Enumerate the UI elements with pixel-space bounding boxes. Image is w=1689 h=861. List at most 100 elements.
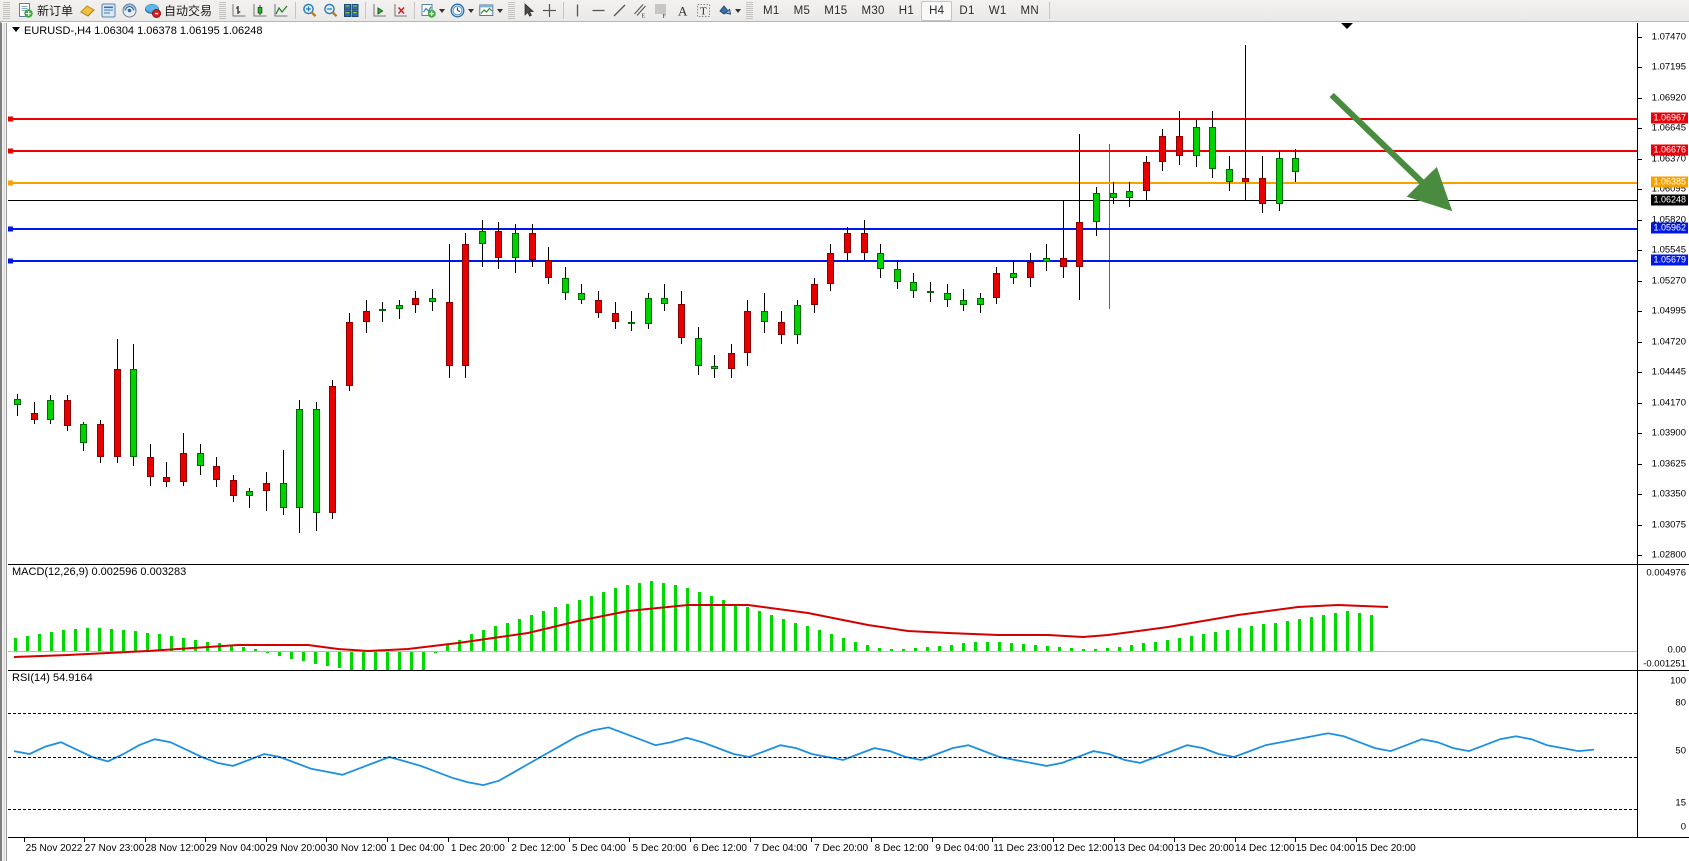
- time-axis-tick: [1355, 838, 1357, 842]
- macd-series: [8, 565, 1637, 684]
- level-anchor-resistance-2[interactable]: [8, 116, 13, 122]
- zoom-out-button[interactable]: [320, 1, 341, 21]
- signals-icon: [121, 2, 138, 19]
- toolbar-grip-charttypes[interactable]: [219, 1, 227, 20]
- macd-pane[interactable]: MACD(12,26,9) 0.002596 0.003283 0.004976…: [8, 565, 1689, 684]
- time-axis[interactable]: 25 Nov 2022 27 Nov 23:00 28 Nov 12:00 29 No…: [8, 837, 1689, 861]
- candle-body: [561, 277, 569, 294]
- signals-button[interactable]: [119, 1, 140, 21]
- level-line-pivot[interactable]: [8, 182, 1637, 184]
- macd-histogram-bar: [26, 635, 29, 651]
- period-button[interactable]: [447, 1, 476, 21]
- pane-separator-rsi[interactable]: [8, 670, 1689, 671]
- candlestick-chart-button[interactable]: [250, 1, 271, 21]
- expert-advisor-button[interactable]: [77, 1, 98, 21]
- chart-vertical-scrollbar[interactable]: [2, 23, 7, 861]
- crosshair-button[interactable]: [539, 1, 560, 21]
- candlestick: [1225, 23, 1233, 564]
- line-chart-button[interactable]: [271, 1, 292, 21]
- macd-histogram-bar: [134, 631, 137, 651]
- market-watch-button[interactable]: [98, 1, 119, 21]
- cursor-arrow-button[interactable]: [518, 1, 539, 21]
- shapes-button[interactable]: [714, 1, 743, 21]
- timeframe-d1[interactable]: D1: [959, 4, 975, 17]
- candle-body: [1059, 257, 1067, 267]
- shapes-caret-icon[interactable]: [735, 8, 742, 13]
- rsi-title: RSI(14) 54.9164: [12, 672, 93, 684]
- text-button[interactable]: A: [672, 1, 693, 21]
- level-anchor-support-2[interactable]: [8, 258, 13, 264]
- macd-axis[interactable]: 0.004976 0.00 -0.001251: [1637, 565, 1689, 670]
- macd-histogram-bar: [374, 651, 377, 674]
- auto-scroll-button[interactable]: [390, 1, 411, 21]
- timeframe-mn[interactable]: MN: [1020, 4, 1040, 17]
- fibonacci-button[interactable]: F: [651, 1, 672, 21]
- level-anchor-support-1[interactable]: [8, 226, 13, 232]
- templates-button[interactable]: [476, 1, 505, 21]
- macd-histogram-bar: [458, 639, 461, 651]
- timeframe-h4[interactable]: H4: [921, 0, 953, 21]
- price-axis[interactable]: 1.07470 1.07195 1.06920 1.06645 1.06370 1.060…: [1637, 23, 1689, 564]
- level-anchor-pivot[interactable]: [8, 180, 13, 186]
- period-caret-icon[interactable]: [468, 8, 475, 13]
- trendline-button[interactable]: [609, 1, 630, 21]
- text-label-button[interactable]: T: [693, 1, 714, 21]
- macd-histogram-bar: [14, 637, 17, 651]
- candle-body: [296, 408, 304, 509]
- toolbar-grip-drawing[interactable]: [508, 1, 516, 20]
- rsi-pane[interactable]: RSI(14) 54.9164 100 80 50 15 0: [8, 671, 1689, 837]
- candlestick: [495, 23, 503, 564]
- candlestick: [777, 23, 785, 564]
- add-indicator-button[interactable]: [418, 1, 447, 21]
- level-anchor-resistance-1[interactable]: [8, 148, 13, 154]
- rsi-line: [13, 726, 1595, 787]
- level-line-support-2[interactable]: [8, 260, 1637, 262]
- candle-body: [229, 479, 237, 497]
- zoom-in-button[interactable]: [299, 1, 320, 21]
- equidistant-channel-button[interactable]: E: [630, 1, 651, 21]
- candlestick: [279, 23, 287, 564]
- templates-caret-icon[interactable]: [497, 8, 504, 13]
- macd-histogram-bar: [1202, 633, 1205, 651]
- timeframe-h1[interactable]: H1: [898, 4, 915, 17]
- bar-chart-button[interactable]: [229, 1, 250, 21]
- text-icon: A: [674, 2, 691, 19]
- horizontal-line-button[interactable]: [588, 1, 609, 21]
- timeframe-w1[interactable]: W1: [988, 4, 1007, 17]
- autotrading-button[interactable]: 自动交易: [140, 1, 216, 21]
- candle-body: [495, 231, 503, 258]
- toolbar-grip-timeframes[interactable]: [746, 1, 754, 20]
- candle-body: [727, 353, 735, 369]
- macd-histogram-bar: [1334, 613, 1337, 651]
- crosshair-icon: [541, 2, 558, 19]
- timeframe-m1[interactable]: M1: [763, 4, 780, 17]
- chart-shift-button[interactable]: [369, 1, 390, 21]
- timeframe-m15[interactable]: M15: [824, 4, 848, 17]
- timeframe-m5[interactable]: M5: [793, 4, 811, 17]
- macd-histogram-bar: [878, 648, 881, 651]
- chart-shift-icon: [371, 2, 388, 19]
- level-line-resistance-1[interactable]: [8, 150, 1637, 152]
- candlestick: [445, 23, 453, 564]
- chart-canvas[interactable]: EURUSD-,H4 1.06304 1.06378 1.06195 1.062…: [0, 22, 1689, 861]
- rsi-axis[interactable]: 100 80 50 15 0: [1637, 671, 1689, 837]
- candle-body: [1142, 162, 1150, 192]
- price-pane[interactable]: EURUSD-,H4 1.06304 1.06378 1.06195 1.062…: [8, 23, 1689, 564]
- macd-histogram-bar: [1190, 635, 1193, 651]
- macd-histogram-bar: [314, 651, 317, 665]
- timeframe-m30[interactable]: M30: [861, 4, 885, 17]
- level-line-support-1[interactable]: [8, 228, 1637, 230]
- triangle-down-icon[interactable]: [12, 27, 20, 32]
- macd-histogram-bar: [302, 651, 305, 662]
- horizontal-line-icon: [590, 2, 607, 19]
- pane-separator-macd[interactable]: [8, 564, 1689, 565]
- new-order-button[interactable]: 新订单: [13, 1, 77, 21]
- candlestick: [993, 23, 1001, 564]
- toolbar-grip-orders[interactable]: [3, 1, 10, 20]
- add-indicator-caret-icon[interactable]: [439, 8, 446, 13]
- vertical-line-button[interactable]: [567, 1, 588, 21]
- time-axis-label: 13 Dec 20:00: [1174, 843, 1235, 854]
- tile-windows-button[interactable]: [341, 1, 362, 21]
- level-line-resistance-2[interactable]: [8, 118, 1637, 120]
- price-axis-label: 1.06370: [1651, 153, 1686, 165]
